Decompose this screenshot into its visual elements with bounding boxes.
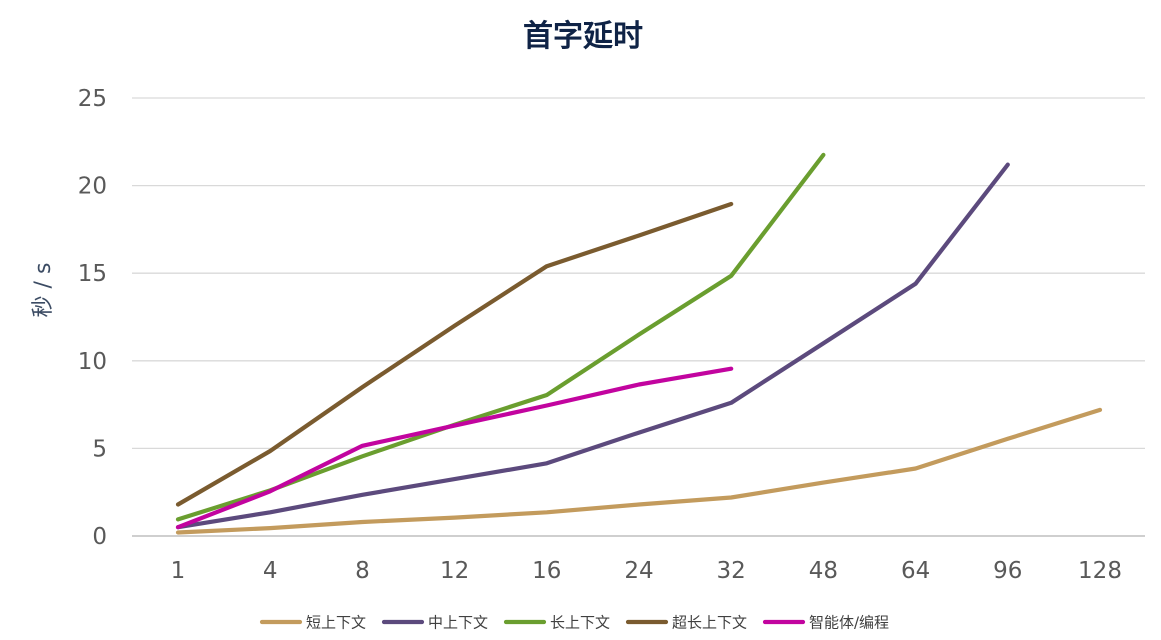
legend-item: 短上下文 <box>259 614 366 632</box>
chart-title: 首字延时 <box>523 19 643 54</box>
y-axis-ticks: 0 5 10 15 20 25 <box>78 86 107 550</box>
x-tick-label: 4 <box>263 558 278 584</box>
y-tick-label: 0 <box>92 524 107 550</box>
x-tick-label: 8 <box>355 558 370 584</box>
x-tick-label: 64 <box>901 558 930 584</box>
series-lines <box>175 152 1103 535</box>
legend-label: 短上下文 <box>306 614 366 632</box>
x-tick-label: 128 <box>1078 558 1122 584</box>
legend-item: 超长上下文 <box>625 614 747 632</box>
legend-item: 长上下文 <box>503 614 610 632</box>
x-tick-label: 96 <box>993 558 1022 584</box>
y-tick-label: 10 <box>78 349 107 375</box>
series-line-1 <box>175 407 1103 535</box>
x-tick-label: 24 <box>624 558 653 584</box>
series-line-4 <box>175 201 734 507</box>
series-line-3 <box>175 152 826 522</box>
legend-item: 智能体/编程 <box>762 614 889 632</box>
x-tick-label: 32 <box>717 558 746 584</box>
y-tick-label: 5 <box>92 436 107 462</box>
legend-label: 超长上下文 <box>672 614 747 632</box>
y-axis-label: 秒 / s <box>31 263 56 318</box>
gridlines <box>132 97 1145 537</box>
x-tick-label: 1 <box>171 558 186 584</box>
y-tick-label: 15 <box>78 261 107 287</box>
legend-label: 中上下文 <box>428 614 488 632</box>
legend-label: 智能体/编程 <box>809 614 889 632</box>
x-tick-label: 48 <box>809 558 838 584</box>
x-axis-ticks: 1 4 8 12 16 24 32 48 64 96 128 <box>171 558 1122 584</box>
legend: 短上下文 中上下文 长上下文 超长上下文 智能体/编程 <box>259 614 889 632</box>
x-tick-label: 16 <box>532 558 561 584</box>
legend-label: 长上下文 <box>550 614 610 632</box>
legend-item: 中上下文 <box>381 614 488 632</box>
x-tick-label: 12 <box>440 558 469 584</box>
series-line-2 <box>175 162 1010 530</box>
y-tick-label: 20 <box>78 174 107 200</box>
series-line-5 <box>175 366 734 530</box>
y-tick-label: 25 <box>78 86 107 112</box>
